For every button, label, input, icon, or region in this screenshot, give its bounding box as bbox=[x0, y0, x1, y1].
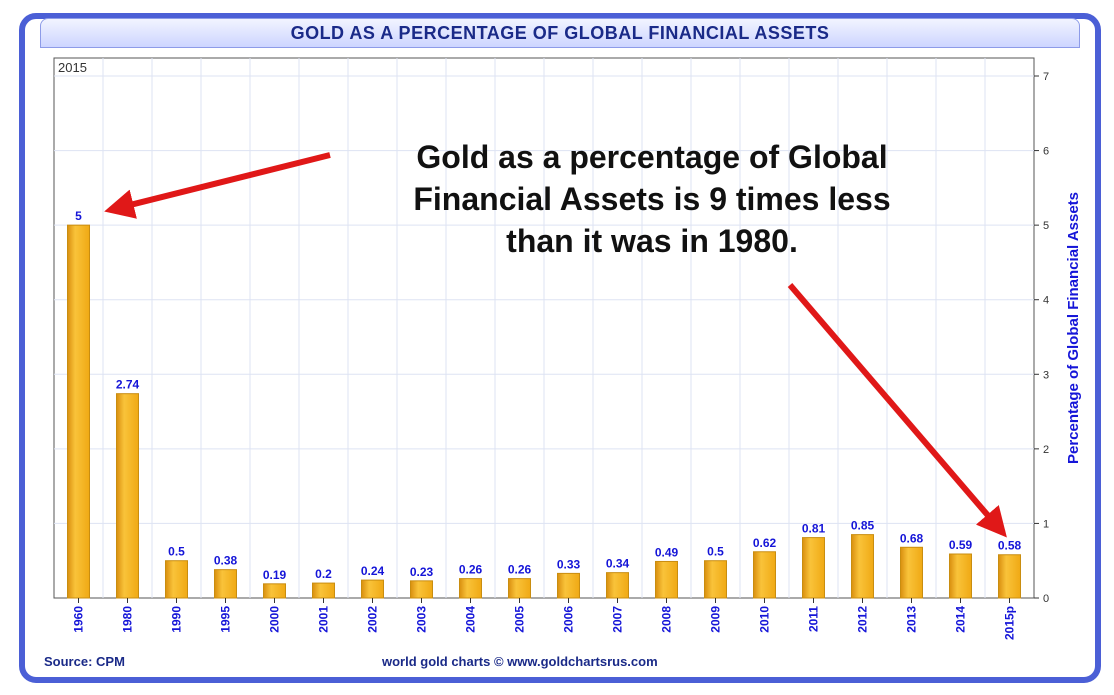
data-label-2014: 0.59 bbox=[949, 538, 973, 552]
arrow-to-2015 bbox=[787, 283, 1007, 538]
bar-2001 bbox=[312, 582, 335, 599]
data-label-2012: 0.85 bbox=[851, 519, 875, 533]
data-label-2002: 0.24 bbox=[361, 564, 385, 578]
bar-2013 bbox=[900, 546, 923, 599]
data-label-2003: 0.23 bbox=[410, 565, 434, 579]
y-tick-label: 2 bbox=[1043, 444, 1049, 456]
chart-title: GOLD AS A PERCENTAGE OF GLOBAL FINANCIAL… bbox=[40, 18, 1080, 48]
x-tick-label-2015p: 2015p bbox=[1003, 606, 1017, 640]
bar-1990 bbox=[165, 560, 188, 599]
x-axis: 1960 1980 1990 1995 2000 2001 2002 2003 2004 2005… bbox=[72, 598, 1017, 640]
x-tick-label-2009: 2009 bbox=[709, 606, 723, 633]
data-label-2006: 0.33 bbox=[557, 557, 581, 571]
x-tick-label-2011: 2011 bbox=[807, 606, 821, 632]
bar-1960 bbox=[67, 224, 90, 599]
x-tick-label-2001: 2001 bbox=[317, 606, 331, 633]
y-axis-title: Percentage of Global Financial Assets bbox=[1065, 192, 1082, 464]
bar-1995 bbox=[214, 569, 237, 599]
bar-2011 bbox=[802, 537, 825, 599]
bar-2000 bbox=[263, 583, 286, 599]
bar-2005 bbox=[508, 578, 531, 599]
bar-2006 bbox=[557, 572, 580, 599]
data-label-1960: 5 bbox=[75, 209, 82, 223]
y-tick-label: 5 bbox=[1043, 220, 1049, 232]
y-axis: 0 1 2 3 4 5 6 7 bbox=[1034, 71, 1049, 605]
x-tick-label-1990: 1990 bbox=[170, 606, 184, 633]
data-label-2009: 0.5 bbox=[707, 545, 724, 559]
y-tick-label: 4 bbox=[1043, 295, 1049, 307]
y-tick-label: 3 bbox=[1043, 369, 1049, 381]
bar-2012 bbox=[851, 534, 874, 599]
annotation-line-1: Gold as a percentage of Global bbox=[416, 139, 887, 175]
data-label-2005: 0.26 bbox=[508, 563, 532, 577]
y-tick-label: 1 bbox=[1043, 518, 1049, 530]
bar-2015p bbox=[998, 554, 1021, 599]
data-label-2015p: 0.58 bbox=[998, 539, 1022, 553]
x-tick-label-2014: 2014 bbox=[954, 606, 968, 633]
x-tick-label-1960: 1960 bbox=[72, 606, 86, 633]
x-tick-label-2008: 2008 bbox=[660, 606, 674, 633]
data-label-2011: 0.81 bbox=[802, 522, 826, 536]
bar-2008 bbox=[655, 560, 678, 599]
data-label-1980: 2.74 bbox=[116, 378, 140, 392]
corner-year-label: 2015 bbox=[58, 60, 87, 75]
grid-lines bbox=[54, 58, 1034, 598]
x-tick-label-2006: 2006 bbox=[562, 606, 576, 633]
y-tick-label: 6 bbox=[1043, 146, 1049, 158]
data-label-1995: 0.38 bbox=[214, 554, 238, 568]
x-tick-label-2004: 2004 bbox=[464, 606, 478, 633]
annotation-line-2: Financial Assets is 9 times less bbox=[413, 181, 890, 217]
x-tick-label-2013: 2013 bbox=[905, 606, 919, 633]
bar-2007 bbox=[606, 572, 629, 599]
x-tick-label-2000: 2000 bbox=[268, 606, 282, 633]
annotation-line-3: than it was in 1980. bbox=[506, 223, 798, 259]
arrow-to-1960 bbox=[104, 152, 331, 219]
x-tick-label-2007: 2007 bbox=[611, 606, 625, 633]
x-tick-label-2012: 2012 bbox=[856, 606, 870, 633]
data-label-2007: 0.34 bbox=[606, 557, 630, 571]
y-tick-label: 0 bbox=[1043, 593, 1049, 605]
x-tick-label-2002: 2002 bbox=[366, 606, 380, 633]
x-tick-label-1980: 1980 bbox=[121, 606, 135, 633]
data-label-2008: 0.49 bbox=[655, 545, 679, 559]
bar-2014 bbox=[949, 553, 972, 599]
x-tick-label-1995: 1995 bbox=[219, 606, 233, 633]
credit-label: world gold charts © www.goldchartsrus.co… bbox=[382, 654, 658, 669]
x-tick-label-2005: 2005 bbox=[513, 606, 527, 633]
data-label-2004: 0.26 bbox=[459, 563, 483, 577]
data-label-2000: 0.19 bbox=[263, 568, 287, 582]
bar-1980 bbox=[116, 393, 139, 599]
y-tick-label: 7 bbox=[1043, 71, 1049, 83]
data-label-2001: 0.2 bbox=[315, 567, 332, 581]
bar-2010 bbox=[753, 551, 776, 599]
source-label: Source: CPM bbox=[44, 654, 125, 669]
bar-2002 bbox=[361, 579, 384, 599]
bar-2009 bbox=[704, 560, 727, 599]
bar-2003 bbox=[410, 580, 433, 599]
x-tick-label-2010: 2010 bbox=[758, 606, 772, 633]
bar-2004 bbox=[459, 578, 482, 599]
data-label-2010: 0.62 bbox=[753, 536, 777, 550]
bars-group: 5 2.74 0.5 0.38 0.19 0.2 0.24 0.23 0.26 0.26 0.33 0… bbox=[67, 209, 1022, 599]
data-label-2013: 0.68 bbox=[900, 531, 924, 545]
x-tick-label-2003: 2003 bbox=[415, 606, 429, 633]
data-label-1990: 0.5 bbox=[168, 545, 185, 559]
